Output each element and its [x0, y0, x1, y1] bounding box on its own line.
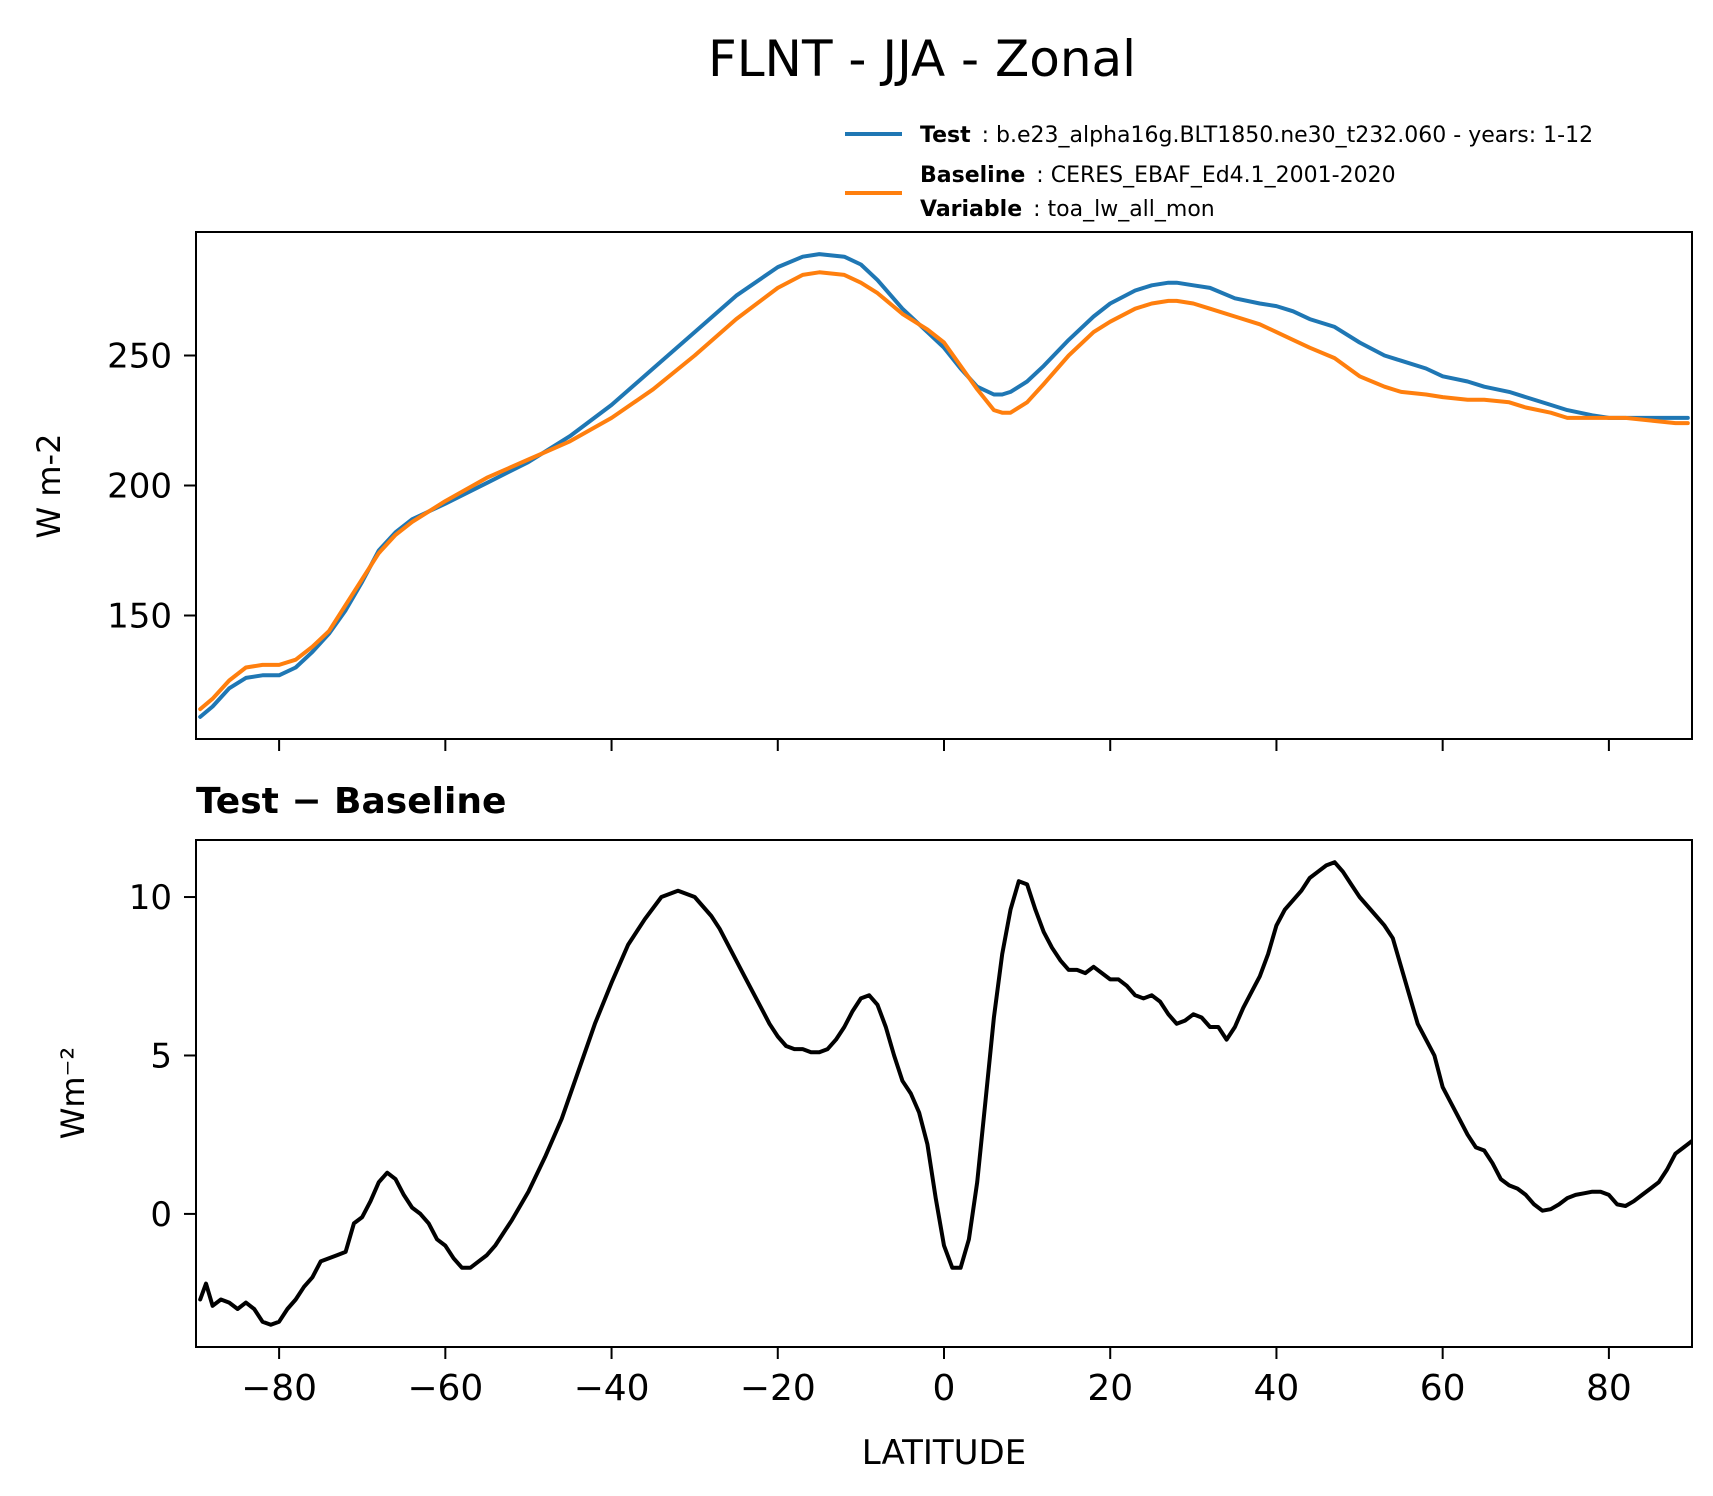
legend-baseline-value: : CERES_EBAF_Ed4.1_2001-2020	[1036, 163, 1395, 188]
legend-test-value: : b.e23_alpha16g.BLT1850.ne30_t232.060 -…	[982, 123, 1593, 148]
bottom-xtick-label: 0	[933, 1368, 956, 1409]
bottom-xlabel: LATITUDE	[862, 1433, 1026, 1473]
bottom-ytick-label: 5	[150, 1036, 172, 1076]
legend-baseline-key: Baseline	[920, 163, 1025, 188]
legend-test-key: Test	[920, 123, 971, 148]
bottom-xtick-label: 40	[1254, 1368, 1300, 1409]
top-series-line-baseline	[198, 270, 1690, 712]
top-ylabel: W m-2	[30, 434, 68, 539]
top-xticks	[278, 739, 1610, 751]
bottom-xtick-label: −60	[407, 1368, 483, 1409]
bottom-xtick-label: 80	[1586, 1368, 1632, 1409]
top-series-group	[198, 252, 1690, 719]
top-ytick-label: 150	[107, 597, 172, 637]
bottom-xtick-label: −80	[241, 1368, 317, 1409]
bottom-panel-title: Test − Baseline	[196, 781, 506, 822]
legend-variable-entry: Variable : toa_lw_all_mon	[920, 197, 1215, 222]
top-ytick-label: 200	[107, 467, 172, 507]
bottom-ytick-label: 10	[129, 878, 172, 918]
top-yticks: 150 200 250	[107, 337, 196, 637]
bottom-yticks: 0 5 10	[129, 878, 196, 1235]
bottom-xtick-label: 60	[1420, 1368, 1466, 1409]
bottom-xticks: −80 −60 −40 −20 0 20 40 60 80	[241, 1347, 1632, 1409]
bottom-series-group	[198, 860, 1692, 1327]
bottom-panel: Test − Baseline −80 −60 −40 −20 0 20 40 60 80 0 5…	[54, 781, 1693, 1473]
legend-variable-key: Variable	[920, 197, 1022, 222]
bottom-ytick-label: 0	[150, 1195, 172, 1235]
legend: Test : b.e23_alpha16g.BLT1850.ne30_t232.…	[845, 123, 1593, 222]
bottom-xtick-label: −20	[740, 1368, 816, 1409]
figure-title: FLNT - JJA - Zonal	[708, 30, 1136, 88]
legend-test-entry: Test : b.e23_alpha16g.BLT1850.ne30_t232.…	[920, 123, 1593, 148]
bottom-xtick-label: −40	[574, 1368, 650, 1409]
legend-baseline-entry: Baseline : CERES_EBAF_Ed4.1_2001-2020	[920, 163, 1396, 188]
top-panel: 150 200 250 W m-2	[30, 231, 1693, 751]
top-ytick-label: 250	[107, 337, 172, 377]
bottom-xtick-label: 20	[1087, 1368, 1133, 1409]
legend-variable-value: : toa_lw_all_mon	[1033, 197, 1215, 222]
bottom-ylabel: Wm⁻²	[54, 1047, 92, 1140]
bottom-series-line-test-baseline	[198, 860, 1692, 1327]
